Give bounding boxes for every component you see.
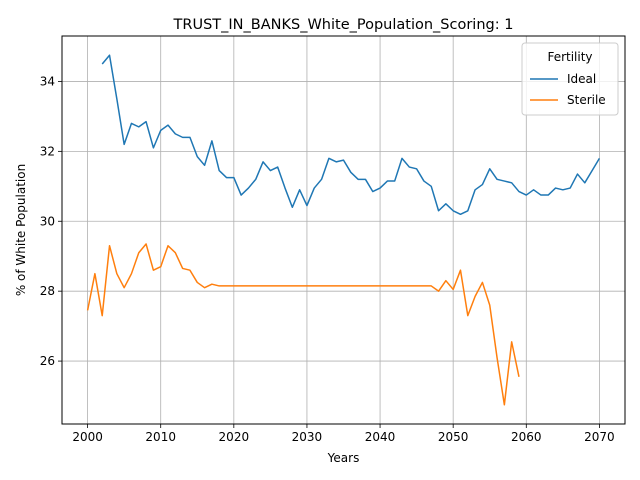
x-tick-label: 2070 xyxy=(584,430,615,444)
x-tick-label: 2020 xyxy=(219,430,250,444)
plot-frame xyxy=(61,35,626,425)
x-axis-ticks: 2000 2010 2020 2030 2040 2050 2060 2070 xyxy=(72,424,615,444)
x-tick-label: 2060 xyxy=(511,430,542,444)
x-tick-label: 2050 xyxy=(438,430,469,444)
y-tick-label: 32 xyxy=(40,144,55,158)
legend-box xyxy=(521,42,619,116)
series-line-sterile xyxy=(86,243,520,406)
x-axis-label: Years xyxy=(327,451,360,465)
legend-label: Ideal xyxy=(567,72,596,86)
chart-title: TRUST_IN_BANKS_White_Population_Scoring:… xyxy=(173,17,514,33)
y-tick-label: 28 xyxy=(40,284,55,298)
legend-label: Sterile xyxy=(567,93,606,107)
y-tick-label: 30 xyxy=(40,214,55,228)
series-line-ideal xyxy=(101,54,601,216)
legend: Fertility Ideal Sterile xyxy=(521,42,619,116)
legend-items: Ideal Sterile xyxy=(530,72,606,107)
x-tick-label: 2040 xyxy=(365,430,396,444)
x-tick-label: 2000 xyxy=(72,430,103,444)
series-lines xyxy=(86,54,601,406)
y-tick-label: 26 xyxy=(40,354,55,368)
legend-title: Fertility xyxy=(547,50,592,64)
y-axis-ticks: 26 28 30 32 34 xyxy=(40,74,62,368)
x-tick-label: 2030 xyxy=(292,430,323,444)
y-tick-label: 34 xyxy=(40,74,55,88)
y-axis-label: % of White Population xyxy=(14,164,28,296)
x-tick-label: 2010 xyxy=(145,430,176,444)
